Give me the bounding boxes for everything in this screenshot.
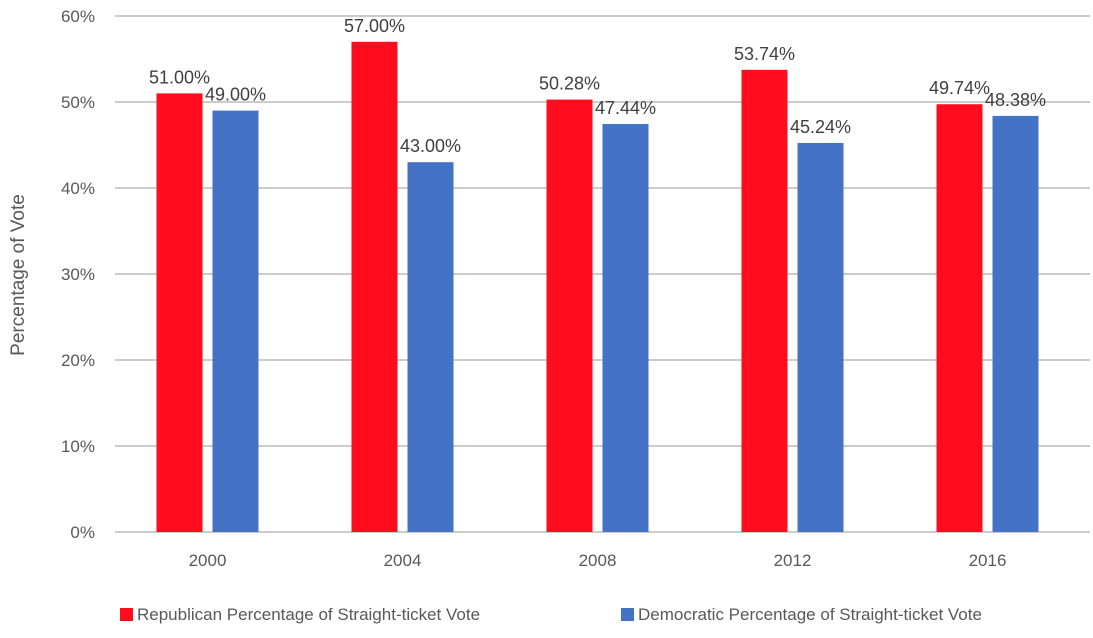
bar: [407, 162, 454, 532]
data-label: 47.44%: [595, 98, 656, 118]
legend-label: Democratic Percentage of Straight-ticket…: [638, 605, 982, 624]
y-tick-label: 30%: [61, 265, 95, 284]
legend-item: Democratic Percentage of Straight-ticket…: [621, 605, 982, 624]
y-axis-label: Percentage of Vote: [8, 194, 29, 356]
x-tick-label: 2000: [189, 551, 227, 570]
bar: [212, 110, 259, 532]
legend-item: Republican Percentage of Straight-ticket…: [120, 605, 480, 624]
y-tick-label: 20%: [61, 351, 95, 370]
data-labels: 51.00%49.00% 57.00% 43.00% 50.28% 47.44% 53.7…: [149, 16, 1046, 156]
bar: [602, 124, 649, 533]
bar: [156, 93, 203, 533]
bar: [351, 41, 398, 533]
y-tick-label: 60%: [61, 7, 95, 26]
y-tick-label: 40%: [61, 179, 95, 198]
data-label: 48.38%: [985, 90, 1046, 110]
x-axis: 2000 2004 2008 2012 2016: [189, 551, 1007, 570]
data-label: 50.28%: [539, 74, 600, 94]
bar: [546, 99, 593, 532]
data-label: 49.74%: [929, 78, 990, 98]
data-label: 49.00%: [205, 85, 266, 105]
data-label: 53.74%: [734, 44, 795, 64]
bar: [992, 115, 1039, 532]
legend-swatch: [621, 608, 634, 621]
bar: [741, 69, 788, 532]
y-axis: 0% 10% 20% 30% 40% 50% 60%: [61, 7, 95, 542]
y-tick-label: 10%: [61, 437, 95, 456]
data-label: 43.00%: [400, 136, 461, 156]
legend-label: Republican Percentage of Straight-ticket…: [137, 605, 480, 624]
y-tick-label: 50%: [61, 93, 95, 112]
x-tick-label: 2012: [774, 551, 812, 570]
legend-swatch: [120, 608, 133, 621]
y-tick-label: 0%: [70, 523, 95, 542]
data-label: 51.00%: [149, 67, 210, 87]
bars: [156, 41, 1039, 533]
bar: [797, 142, 844, 532]
x-tick-label: 2004: [384, 551, 422, 570]
x-tick-label: 2016: [969, 551, 1007, 570]
x-tick-label: 2008: [579, 551, 617, 570]
data-label: 57.00%: [344, 16, 405, 36]
legend: Republican Percentage of Straight-ticket…: [120, 605, 982, 624]
bar: [936, 104, 983, 533]
data-label: 45.24%: [790, 117, 851, 137]
